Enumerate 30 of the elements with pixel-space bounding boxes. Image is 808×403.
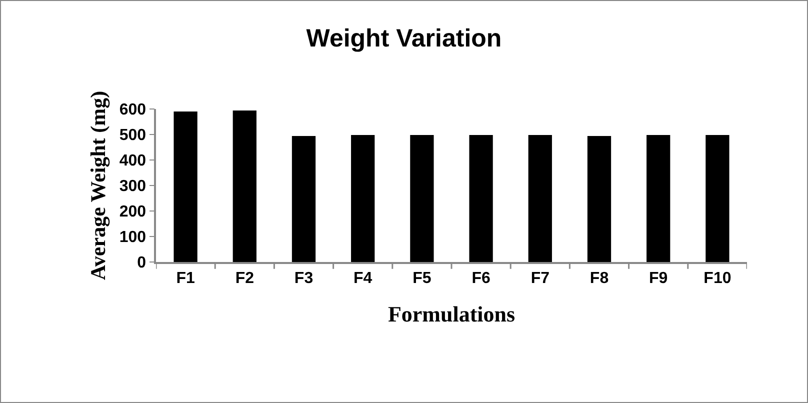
chart-title: Weight Variation: [306, 24, 502, 53]
y-tick-label: 100: [119, 229, 146, 246]
x-tick-label: F7: [530, 270, 550, 287]
bar: [469, 135, 493, 262]
x-axis-title: Formulations: [388, 301, 516, 326]
x-tick-label: F3: [294, 270, 314, 287]
x-tick-label: F5: [412, 270, 432, 287]
y-axis-title: Average Weight (mg): [86, 90, 110, 280]
bar: [292, 136, 316, 262]
bar: [410, 135, 434, 262]
bar: [232, 110, 256, 262]
y-tick-label: 200: [119, 204, 146, 221]
x-tick-label: F8: [590, 270, 609, 287]
bar: [351, 135, 375, 262]
y-tick-label: 0: [137, 254, 146, 272]
bar: [587, 136, 612, 262]
y-tick-label: 300: [119, 178, 146, 196]
bar: [646, 135, 670, 262]
x-tick-label: F10: [704, 270, 732, 287]
x-tick-label: F9: [649, 270, 668, 287]
x-tick-label: F4: [354, 270, 372, 287]
bar: [528, 135, 552, 262]
y-tick-label: 400: [119, 152, 146, 170]
x-tick-label: F1: [176, 270, 195, 287]
y-tick-label: 600: [119, 102, 146, 119]
x-tick-label: F2: [235, 270, 254, 287]
y-tick-label: 500: [119, 127, 146, 144]
x-tick-label: F6: [472, 270, 490, 287]
bar: [174, 112, 198, 262]
bar: [706, 135, 730, 262]
